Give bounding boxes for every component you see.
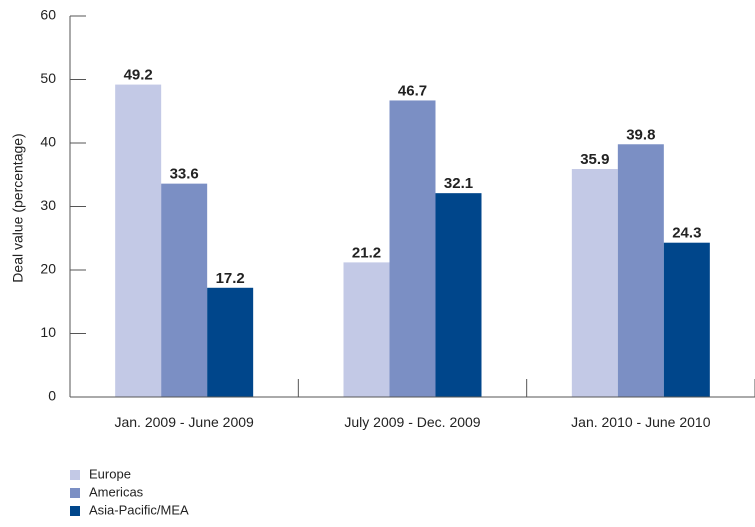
y-axis-label: Deal value (percentage) [10, 133, 26, 282]
data-label: 32.1 [444, 175, 473, 192]
bar [343, 262, 390, 397]
bar [571, 169, 618, 397]
bar [161, 183, 208, 397]
y-tick-label: 60 [40, 7, 56, 23]
legend-swatch [70, 506, 80, 516]
bar [663, 242, 710, 397]
bar [435, 193, 482, 397]
y-tick-label: 30 [40, 197, 56, 213]
y-tick-label: 0 [48, 388, 56, 404]
data-label: 21.2 [352, 244, 381, 261]
x-axis: Jan. 2009 - June 2009 July 2009 - Dec. 20… [70, 379, 755, 430]
x-category-label: July 2009 - Dec. 2009 [344, 414, 480, 430]
data-label: 33.6 [170, 166, 199, 183]
data-label: 35.9 [580, 151, 609, 168]
legend-label: Asia-Pacific/MEA [89, 502, 189, 517]
x-category-label: Jan. 2010 - June 2010 [571, 414, 711, 430]
data-label: 46.7 [398, 82, 427, 99]
bar [115, 84, 162, 397]
y-tick-label: 20 [40, 261, 56, 277]
y-axis: 0 10 20 30 40 50 60 [40, 7, 86, 404]
data-label: 49.2 [124, 67, 153, 84]
data-label: 39.8 [626, 126, 655, 143]
legend-swatch [70, 488, 80, 498]
data-label: 24.3 [672, 225, 701, 242]
y-tick-label: 10 [40, 324, 56, 340]
legend-swatch [70, 470, 80, 480]
data-label: 17.2 [216, 270, 245, 287]
bar [207, 287, 254, 397]
plot-area: 49.2 33.6 17.2 21.2 46.7 32.1 35.9 39.8 24.3 [115, 67, 710, 397]
bar [617, 144, 664, 397]
legend-label: Europe [89, 466, 131, 481]
legend-label: Americas [89, 484, 144, 499]
legend: Europe Americas Asia-Pacific/MEA [70, 466, 189, 517]
y-tick-label: 40 [40, 134, 56, 150]
y-tick-label: 50 [40, 70, 56, 86]
x-category-label: Jan. 2009 - June 2009 [114, 414, 254, 430]
bar [389, 100, 436, 397]
